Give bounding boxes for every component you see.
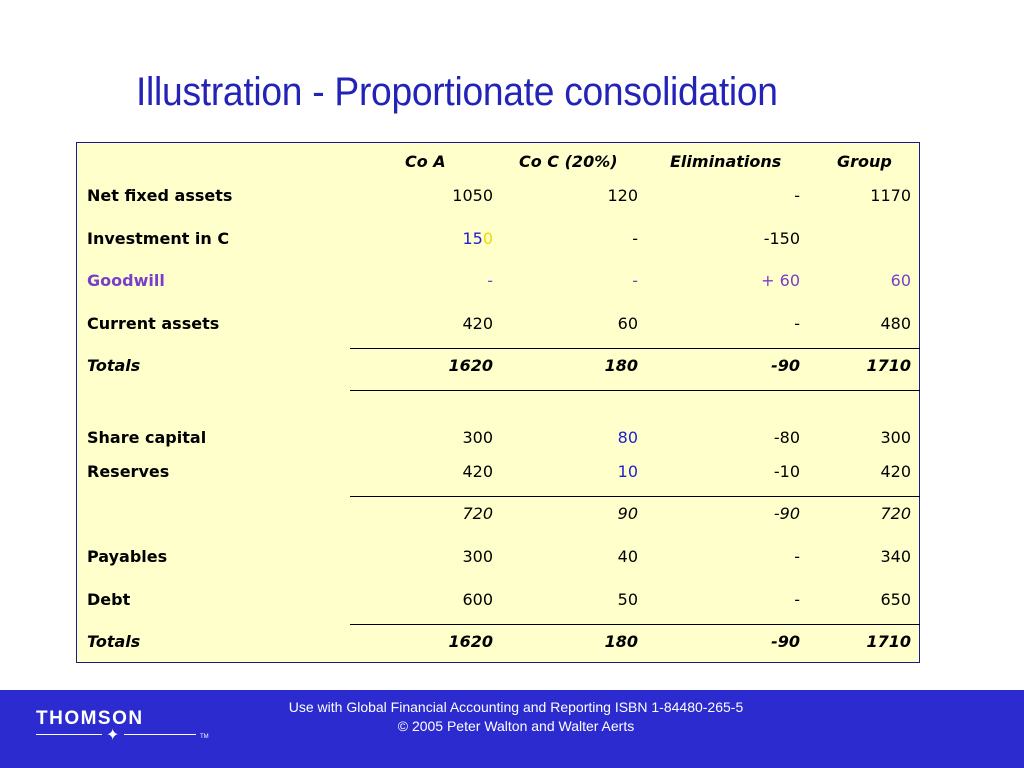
- cell-co-c: 10: [617, 462, 638, 481]
- logo-line-right: [124, 734, 196, 735]
- footer-bar: THOMSON ✦ TM Use with Global Financial A…: [0, 690, 1024, 768]
- cell-co-a: 300: [462, 547, 493, 566]
- footer-citation: Use with Global Financial Accounting and…: [288, 699, 744, 715]
- header-co-a: Co A: [405, 152, 446, 171]
- cell-co-c: 180: [604, 356, 638, 375]
- cell-co-a: 420: [462, 462, 493, 481]
- row-label: Payables: [87, 547, 168, 566]
- cell-group: 300: [880, 428, 911, 447]
- cell-eliminations: -90: [771, 356, 800, 375]
- logo-wordmark: THOMSON: [36, 708, 144, 729]
- divider-line: [350, 496, 920, 497]
- cell-eliminations: -: [794, 186, 800, 205]
- cell-group: 340: [880, 547, 911, 566]
- cell-co-a: 600: [462, 590, 493, 609]
- header-co-c: Co C (20%): [519, 152, 618, 171]
- consolidation-table: Co A Co C (20%) Eliminations Group Net f…: [76, 142, 920, 663]
- cell-group: 1170: [870, 186, 911, 205]
- footer-copyright: © 2005 Peter Walton and Walter Aerts: [397, 718, 635, 734]
- cell-co-a: 1620: [448, 356, 493, 375]
- row-label: Share capital: [87, 428, 207, 447]
- cell-eliminations: -80: [773, 428, 800, 447]
- row-label: Current assets: [87, 314, 220, 333]
- cell-eliminations: -: [794, 314, 800, 333]
- cell-group: 1710: [866, 632, 911, 651]
- row-label: Totals: [87, 632, 141, 651]
- cell-co-c: -: [632, 229, 638, 248]
- cell-co-a: -: [487, 271, 493, 290]
- cell-group: 420: [880, 462, 911, 481]
- row-label: Goodwill: [87, 271, 165, 290]
- header-group: Group: [837, 152, 892, 171]
- cell-co-c: -: [632, 271, 638, 290]
- cell-group: 480: [880, 314, 911, 333]
- row-label: Reserves: [87, 462, 170, 481]
- row-label: Debt: [87, 590, 131, 609]
- row-label: Totals: [87, 356, 141, 375]
- divider-line: [350, 348, 920, 349]
- cell-co-a: 150: [462, 229, 493, 249]
- cell-co-a: 720: [462, 504, 493, 523]
- cell-co-c: 120: [607, 186, 638, 205]
- cell-group: 60: [890, 271, 911, 290]
- cell-eliminations: -: [794, 547, 800, 566]
- cell-group: 1710: [866, 356, 911, 375]
- logo-tm: TM: [200, 734, 209, 740]
- cell-co-c: 40: [617, 547, 638, 566]
- row-label: Net fixed assets: [87, 186, 233, 205]
- cell-co-a: 1050: [452, 186, 493, 205]
- cell-eliminations: -90: [771, 632, 800, 651]
- cell-co-c: 90: [617, 504, 638, 523]
- cell-co-c: 80: [617, 428, 638, 447]
- cell-co-c: 60: [617, 314, 638, 333]
- cell-co-c: 180: [604, 632, 638, 651]
- cell-eliminations: + 60: [761, 271, 800, 290]
- cell-group: 650: [880, 590, 911, 609]
- cell-co-a-main: 15: [462, 229, 483, 248]
- cell-co-c: 50: [617, 590, 638, 609]
- cell-eliminations: -10: [773, 462, 800, 481]
- logo-line-left: [36, 734, 102, 735]
- divider-line: [350, 390, 920, 391]
- cell-co-a: 1620: [448, 632, 493, 651]
- cell-group: 720: [880, 504, 911, 523]
- star-icon: ✦: [106, 725, 120, 744]
- row-label: Investment in C: [87, 229, 230, 248]
- cell-eliminations: -90: [773, 504, 800, 523]
- cell-eliminations: -150: [763, 229, 800, 248]
- cell-co-a: 300: [462, 428, 493, 447]
- divider-line: [350, 624, 920, 625]
- cell-co-a: 420: [462, 314, 493, 333]
- cell-co-a-tail: 0: [482, 229, 493, 248]
- header-eliminations: Eliminations: [670, 152, 782, 171]
- cell-eliminations: -: [794, 590, 800, 609]
- slide-title: Illustration - Proportionate consolidati…: [136, 70, 778, 114]
